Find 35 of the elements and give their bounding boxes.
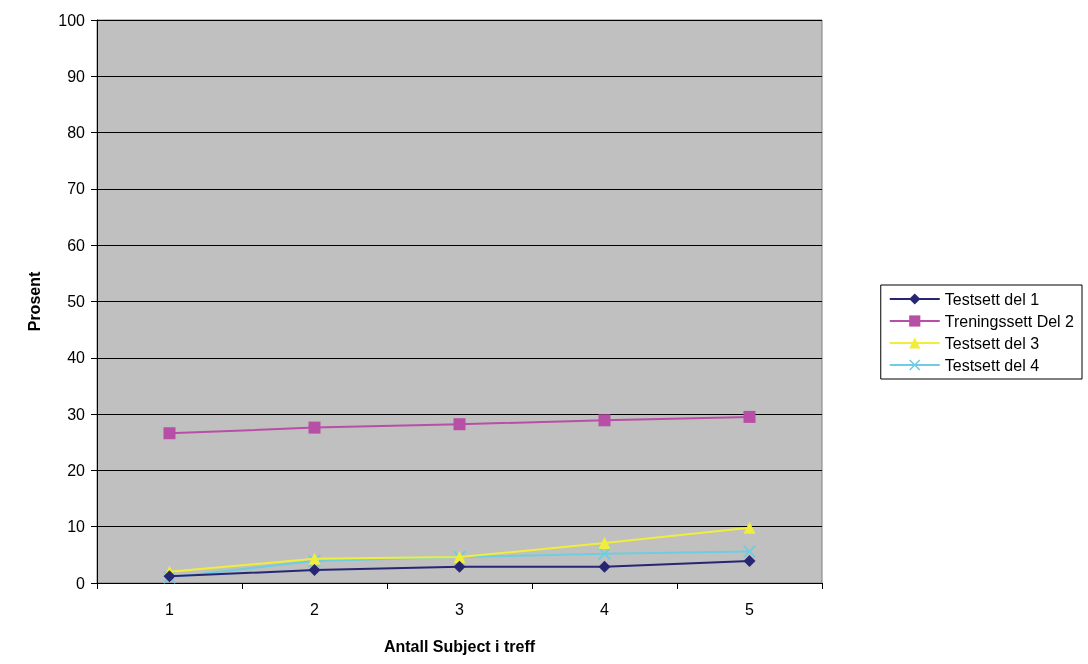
x-tick-label: 2 [310,600,320,618]
y-tick-label: 20 [67,461,86,479]
point [743,521,756,534]
x-tick-label: 5 [745,600,755,618]
y-axis-title: Prosent [25,271,43,332]
y-tick-label: 50 [67,293,86,310]
y-tick-label: 10 [67,518,86,536]
point [308,421,321,434]
y-tick-label: 80 [67,124,86,142]
x-axis-title: Antall Subject i treff [383,637,536,655]
point [453,418,466,431]
point [598,560,611,573]
point [743,555,756,568]
y-tick-label: 0 [76,574,86,592]
x-tick-label: 1 [165,600,175,618]
x-tick-label: 4 [600,600,610,618]
point [743,410,756,423]
point [163,427,176,440]
y-tick-label: 60 [67,236,86,254]
y-tick-label: 100 [58,11,86,29]
legend-label: Testsett del 1 [944,290,1040,308]
point [598,414,611,427]
y-tick-label: 70 [67,180,86,198]
point [598,537,611,550]
point [453,560,466,573]
y-tick-label: 30 [67,405,86,423]
legend-label: Testsett del 4 [944,356,1040,374]
y-tick-label: 40 [67,349,86,367]
x-tick-label: 3 [455,600,465,618]
legend-label: Testsett del 3 [944,334,1040,352]
legend-label: Treningssett Del 2 [944,312,1075,330]
point [743,544,756,558]
y-tick-label: 90 [67,67,86,85]
point [308,564,321,577]
point [598,547,611,561]
